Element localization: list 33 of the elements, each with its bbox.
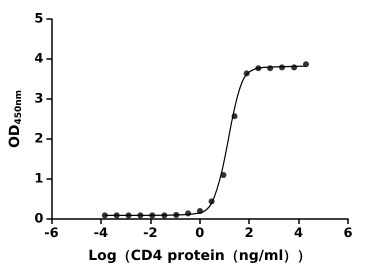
point bbox=[302, 61, 309, 68]
point bbox=[220, 172, 226, 178]
y-tick-label: 3 bbox=[34, 92, 44, 106]
x-tick-label: -4 bbox=[94, 226, 108, 241]
y-tick-label: 2 bbox=[34, 132, 44, 146]
point bbox=[208, 198, 215, 204]
point bbox=[114, 212, 120, 218]
x-tick-label: 6 bbox=[343, 226, 353, 241]
y-axis-title: OD450nm bbox=[7, 90, 24, 148]
x-tick-label: 2 bbox=[244, 226, 254, 241]
point bbox=[232, 113, 238, 120]
point bbox=[279, 64, 286, 70]
point bbox=[244, 70, 250, 76]
point bbox=[149, 212, 156, 218]
x-tick-label: -6 bbox=[44, 226, 59, 241]
point bbox=[255, 65, 262, 72]
point bbox=[126, 212, 132, 218]
point bbox=[185, 210, 192, 216]
point bbox=[291, 64, 298, 70]
x-axis-title: Log（CD4 protein（ng/ml）） bbox=[88, 248, 312, 264]
y-tick-label: 4 bbox=[34, 52, 44, 66]
point bbox=[267, 65, 274, 72]
point bbox=[196, 208, 203, 214]
y-tick-label: 1 bbox=[34, 172, 44, 186]
x-tick-label: 4 bbox=[294, 226, 304, 241]
point bbox=[161, 212, 168, 218]
point bbox=[137, 212, 144, 218]
x-tick-label: 0 bbox=[195, 226, 204, 241]
y-tick-label: 0 bbox=[34, 212, 44, 226]
x-tick-label: -2 bbox=[143, 226, 158, 241]
point bbox=[173, 212, 180, 218]
point bbox=[102, 212, 108, 218]
y-tick-label: 5 bbox=[34, 12, 44, 26]
